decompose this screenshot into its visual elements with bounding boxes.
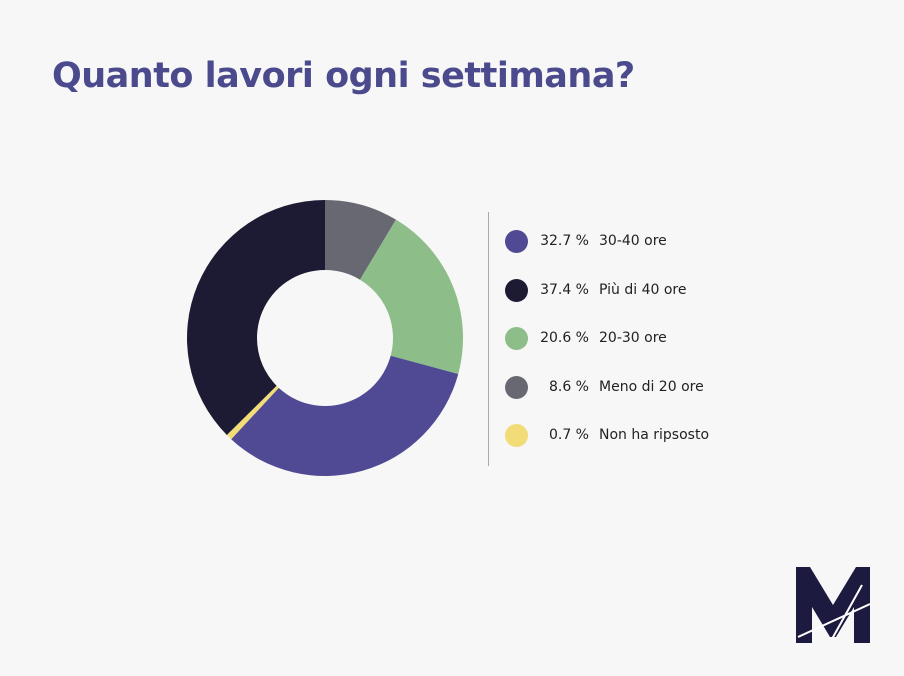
- legend-percent: 8.6 %: [548, 378, 589, 395]
- legend-label: Meno di 20 ore: [599, 378, 704, 395]
- legend-swatch: [505, 278, 528, 302]
- donut-slice-3: [226, 385, 279, 440]
- brand-logo: [796, 567, 870, 643]
- legend-label: Più di 40 ore: [599, 281, 687, 298]
- legend-swatch: [505, 375, 528, 399]
- legend-percent: 0.7 %: [548, 427, 589, 443]
- donut-slice-0: [325, 200, 396, 280]
- legend-percent: 32.7 %: [540, 233, 589, 249]
- donut-slice-4: [187, 200, 325, 435]
- legend-label: 20-30 ore: [599, 330, 667, 346]
- donut-slice-1: [359, 219, 463, 374]
- legend-swatch: [505, 230, 528, 253]
- donut-slice-2: [231, 355, 459, 477]
- legend-divider: [488, 212, 489, 466]
- legend-label: 30-40 ore: [599, 233, 667, 249]
- legend-swatch: [505, 424, 528, 447]
- chart-title: Quanto lavori ogni settimana?: [52, 56, 635, 96]
- legend-percent: 37.4 %: [540, 281, 589, 298]
- legend-label: Non ha ripsosto: [599, 427, 710, 443]
- legend-percent: 20.6 %: [540, 330, 589, 346]
- legend-swatch: [505, 327, 528, 350]
